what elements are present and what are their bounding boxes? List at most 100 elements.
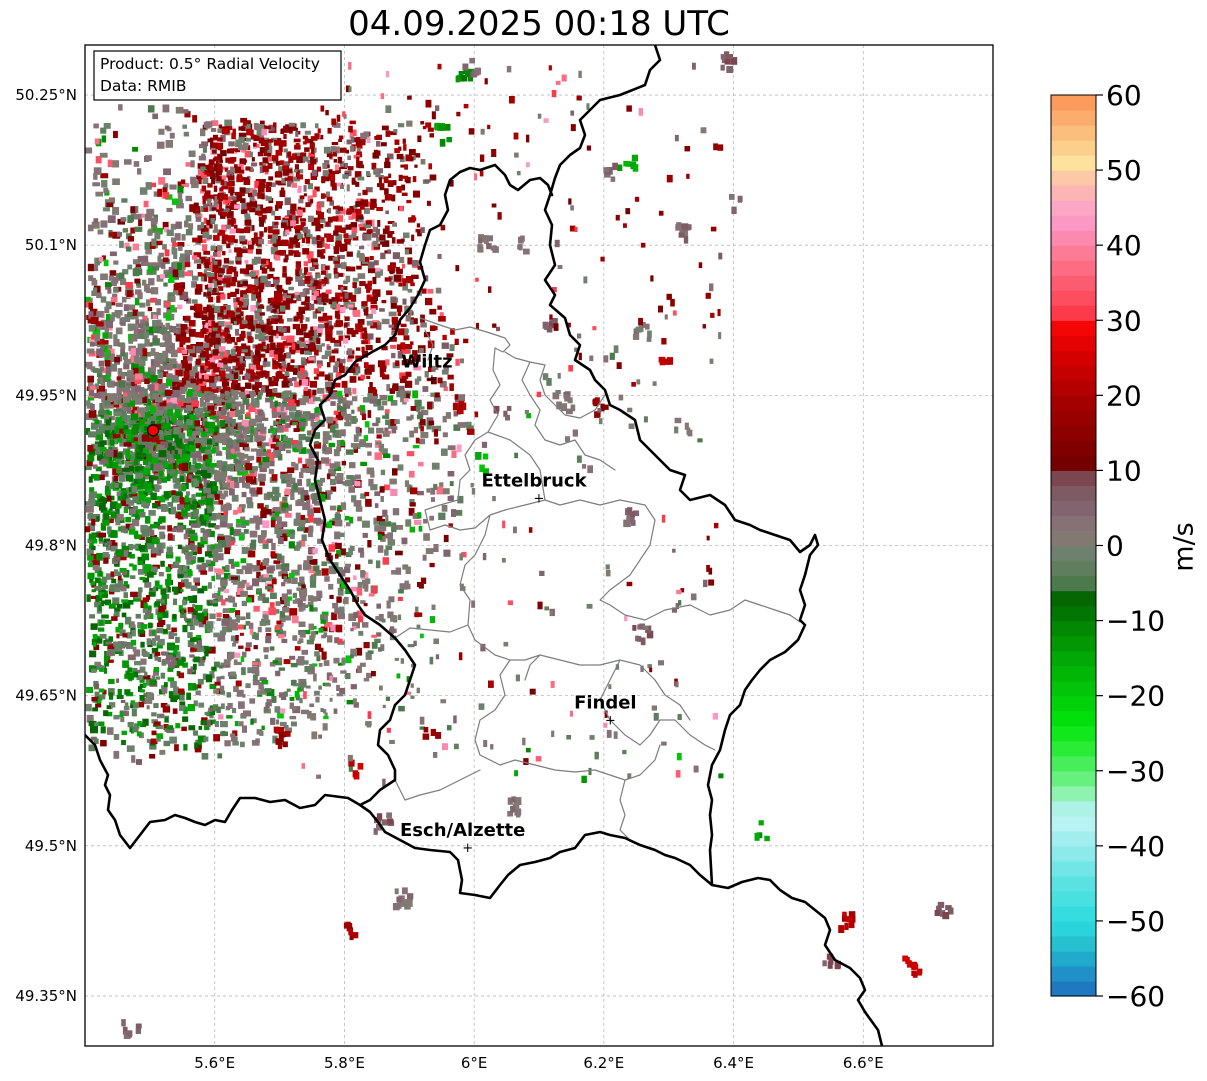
echo-cell bbox=[259, 452, 267, 457]
echo-cell bbox=[226, 181, 233, 187]
echo-cell bbox=[222, 432, 230, 440]
echo-cell bbox=[137, 484, 143, 490]
echo-cell bbox=[211, 370, 216, 376]
echo-cell bbox=[344, 292, 349, 299]
echo-cell bbox=[96, 637, 103, 644]
echo-cell bbox=[276, 520, 282, 529]
echo-cell bbox=[162, 423, 171, 430]
echo-cell bbox=[283, 125, 287, 132]
echo-cell bbox=[407, 288, 413, 293]
echo-cell bbox=[206, 195, 212, 202]
echo-cell bbox=[376, 434, 382, 439]
echo-cell bbox=[290, 123, 297, 131]
echo-cell bbox=[103, 187, 109, 194]
echo-cell bbox=[155, 240, 163, 246]
echo-cell bbox=[184, 578, 189, 584]
echo-cell bbox=[447, 445, 456, 451]
echo-cell bbox=[135, 443, 141, 452]
echo-cell bbox=[312, 389, 317, 396]
echo-cell bbox=[242, 137, 248, 141]
echo-cell bbox=[247, 667, 254, 674]
echo-cell bbox=[105, 599, 111, 606]
echo-cell bbox=[178, 331, 187, 338]
echo-cell bbox=[217, 362, 224, 368]
echo-cell bbox=[188, 320, 196, 327]
echo-cell bbox=[253, 645, 258, 650]
echo-cell bbox=[226, 324, 233, 330]
echo-cell bbox=[447, 471, 455, 477]
echo-cell bbox=[360, 461, 368, 466]
echo-cell bbox=[132, 564, 137, 571]
echo-cell bbox=[363, 362, 369, 369]
echo-cell bbox=[270, 318, 278, 324]
echo-cell bbox=[159, 328, 168, 334]
echo-cell bbox=[222, 614, 230, 619]
echo-cell bbox=[369, 397, 377, 404]
echo-cell bbox=[201, 585, 208, 591]
echo-cell bbox=[357, 147, 361, 153]
echo-cell bbox=[268, 453, 275, 461]
echo-cell bbox=[301, 534, 307, 542]
echo-cell bbox=[415, 406, 421, 412]
echo-cell bbox=[287, 596, 293, 601]
echo-cell bbox=[171, 349, 178, 358]
echo-cell bbox=[394, 419, 400, 424]
echo-cell bbox=[456, 509, 463, 516]
echo-cell bbox=[305, 302, 310, 307]
echo-cell bbox=[344, 421, 352, 427]
echo-cell bbox=[229, 439, 236, 445]
echo-cell bbox=[205, 348, 209, 354]
echo-cell bbox=[276, 285, 283, 291]
echo-cell bbox=[294, 226, 301, 233]
echo-cell bbox=[236, 251, 243, 258]
echo-cell bbox=[123, 352, 128, 360]
echo-cell bbox=[376, 603, 381, 609]
echo-cell bbox=[393, 274, 402, 282]
echo-cell bbox=[236, 519, 242, 524]
echo-cell bbox=[131, 629, 136, 637]
echo-cell bbox=[185, 195, 193, 202]
echo-cell bbox=[99, 366, 104, 372]
echo-cell bbox=[280, 597, 286, 605]
echo-cell bbox=[382, 400, 388, 406]
echo-cell bbox=[93, 287, 98, 295]
echo-cell bbox=[297, 479, 302, 486]
echo-cell bbox=[240, 302, 244, 306]
echo-cell bbox=[151, 566, 158, 573]
echo-cell bbox=[295, 170, 300, 178]
echo-cell bbox=[422, 554, 427, 561]
echo-cell bbox=[172, 289, 179, 295]
echo-cell bbox=[203, 514, 209, 522]
echo-cell bbox=[184, 262, 191, 268]
echo-cell bbox=[288, 122, 296, 127]
echo-cell bbox=[170, 469, 176, 475]
echo-cell bbox=[269, 428, 276, 434]
echo-cell bbox=[238, 137, 245, 144]
echo-cell bbox=[153, 191, 161, 197]
echo-cell bbox=[202, 231, 210, 238]
echo-cell bbox=[401, 184, 405, 191]
echo-cell bbox=[127, 391, 134, 399]
echo-cell bbox=[131, 323, 138, 331]
echo-cell bbox=[126, 745, 135, 752]
echo-cell bbox=[307, 508, 314, 517]
echo-cell bbox=[289, 530, 296, 535]
echo-cell bbox=[389, 478, 397, 485]
echo-cell bbox=[298, 522, 305, 529]
echo-cell bbox=[249, 196, 255, 201]
echo-cell bbox=[172, 645, 180, 651]
echo-cell bbox=[165, 140, 173, 148]
echo-cell bbox=[120, 382, 125, 388]
echo-cell bbox=[291, 461, 296, 467]
echo-cell bbox=[366, 171, 370, 177]
echo-cell bbox=[362, 223, 366, 228]
echo-cell bbox=[167, 474, 174, 479]
echo-cell bbox=[438, 316, 446, 322]
echo-cell bbox=[372, 289, 381, 297]
echo-cell bbox=[168, 564, 173, 570]
echo-cell bbox=[162, 461, 169, 468]
echo-cell bbox=[217, 536, 225, 543]
echo-cell bbox=[230, 423, 238, 430]
echo-cell bbox=[96, 434, 103, 440]
echo-cell bbox=[398, 174, 403, 181]
